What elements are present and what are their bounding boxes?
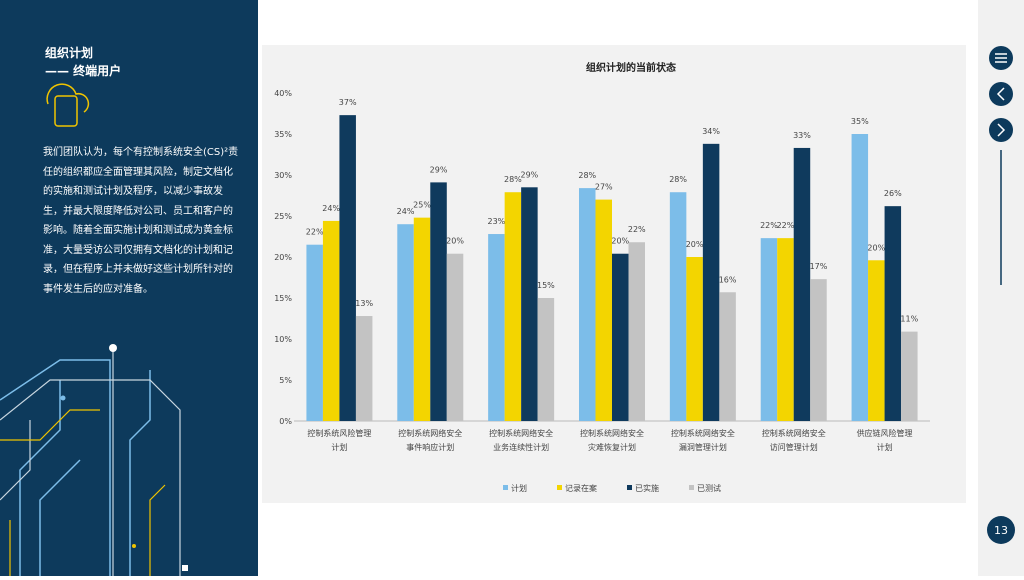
bar <box>777 238 794 421</box>
value-label: 24% <box>397 207 415 216</box>
value-label: 20% <box>867 243 885 252</box>
bar <box>793 147 811 421</box>
bar <box>595 199 612 421</box>
value-label: 28% <box>578 171 596 180</box>
chart-title: 组织计划的当前状态 <box>586 61 676 74</box>
legend-label: 已测试 <box>697 483 721 493</box>
bar <box>760 238 778 421</box>
chart: 组织计划的当前状态 0% 5% 10% 15% 20% 25% 30% 35% 40% 控制系统风… <box>262 45 966 503</box>
bar <box>851 134 869 421</box>
value-label: 22% <box>306 228 324 237</box>
value-label: 33% <box>793 131 811 140</box>
y-tick-label: 5% <box>279 376 292 385</box>
value-label: 22% <box>628 225 646 234</box>
y-tick-label: 15% <box>274 294 292 303</box>
value-label: 28% <box>504 175 522 184</box>
value-label: 23% <box>488 217 506 226</box>
x-tick-label: 控制系统风险管理计划 <box>307 428 371 452</box>
value-label: 34% <box>702 127 720 136</box>
bar <box>504 192 522 421</box>
bar <box>339 115 356 421</box>
value-label: 15% <box>537 281 555 290</box>
x-tick-label: 控制系统网络安全事件响应计划 <box>398 428 462 452</box>
x-tick-label: 供应链风险管理计划 <box>857 428 913 452</box>
value-label: 22% <box>760 221 778 230</box>
legend-swatch <box>503 485 508 490</box>
y-tick-label: 0% <box>279 417 292 426</box>
value-label: 24% <box>322 204 340 213</box>
y-tick-label: 40% <box>274 89 292 98</box>
bar <box>612 253 629 421</box>
bar <box>397 224 414 421</box>
x-tick-label: 控制系统网络安全访问管理计划 <box>762 428 826 452</box>
x-tick-label: 控制系统网络安全业务连续性计划 <box>489 428 553 452</box>
y-tick-label: 25% <box>274 212 292 221</box>
legend-swatch <box>689 485 694 490</box>
y-tick-label: 10% <box>274 335 292 344</box>
value-label: 11% <box>900 315 918 324</box>
bar <box>521 187 538 421</box>
bar <box>628 242 645 421</box>
bar <box>306 244 323 421</box>
bar <box>810 279 827 421</box>
value-label: 16% <box>719 275 737 284</box>
bar <box>413 217 431 421</box>
value-label: 20% <box>686 240 704 249</box>
legend-label: 计划 <box>511 483 527 493</box>
value-label: 27% <box>595 183 613 192</box>
bar <box>901 331 918 421</box>
bar <box>669 192 687 421</box>
decoration <box>0 83 188 576</box>
page-number: 13 <box>994 524 1008 537</box>
bar <box>488 234 505 421</box>
bar <box>719 292 736 421</box>
value-label: 20% <box>446 237 464 246</box>
value-label: 22% <box>777 221 795 230</box>
legend-swatch <box>557 485 562 490</box>
legend-label: 记录在案 <box>565 483 597 493</box>
legend-label: 已实施 <box>635 483 659 493</box>
bar <box>868 260 885 421</box>
nav-strip: 13 <box>978 0 1024 576</box>
x-tick-label: 控制系统网络安全漏洞管理计划 <box>671 428 735 452</box>
value-label: 35% <box>851 117 869 126</box>
bar <box>579 188 596 421</box>
y-tick-label: 30% <box>274 171 292 180</box>
value-label: 20% <box>611 237 629 246</box>
bar <box>702 143 720 421</box>
nav-icons: 13 <box>987 46 1015 544</box>
bar <box>355 316 373 421</box>
value-label: 17% <box>810 262 828 271</box>
y-tick-label: 35% <box>274 130 292 139</box>
bar <box>430 182 447 421</box>
value-label: 13% <box>355 299 373 308</box>
bar <box>446 253 464 421</box>
sidebar-subtitle: —— 终端用户 <box>45 64 122 78</box>
value-label: 26% <box>884 189 902 198</box>
bar <box>537 298 555 421</box>
value-label: 37% <box>339 98 357 107</box>
bar <box>686 257 703 421</box>
value-label: 25% <box>413 201 431 210</box>
value-label: 28% <box>669 175 687 184</box>
sidebar-title: 组织计划 <box>45 46 94 60</box>
bar <box>884 206 902 421</box>
x-tick-label: 控制系统网络安全灾难恢复计划 <box>580 428 644 452</box>
sidebar-body: 我们团队认为，每个有控制系统安全(CS)²责任的组织都应全面管理其风险，制定文档… <box>43 147 239 295</box>
y-tick-label: 20% <box>274 253 292 262</box>
sidebar: 组织计划 —— 终端用户 我们团队认为，每个有控制系统安全(CS)²责任的组织都… <box>0 0 258 576</box>
value-label: 29% <box>521 170 539 179</box>
legend-swatch <box>627 485 632 490</box>
value-label: 29% <box>430 165 448 174</box>
bar <box>322 220 340 421</box>
